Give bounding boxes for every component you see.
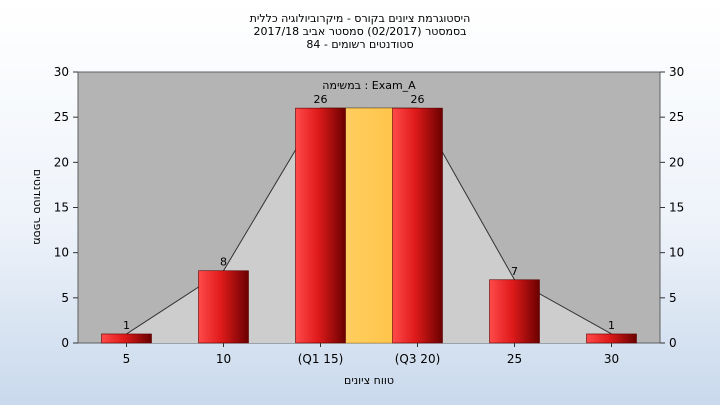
y-tick-label-right: 10 [669,246,684,260]
x-axis: 5 10 (Q1 15) (Q3 20) 25 30 [123,343,619,366]
y-tick-label: 30 [54,65,69,79]
data-label: 7 [511,265,518,278]
data-label-layer: 1 8 26 26 7 1 [123,93,615,332]
y-tick-label-right: 15 [669,201,684,215]
x-tick-label: (Q3 20) [395,352,441,366]
y-tick-label: 20 [54,155,69,169]
bar [198,270,249,344]
annotation-label: במשימה : Exam_A [322,79,416,92]
data-label: 26 [411,93,425,106]
y-axis-label: מספר סטודנטים [31,169,44,245]
chart-title-line-1: היסטוגרמת ציונים בקורס - מיקרוביולוגיה כ… [250,12,471,25]
data-label: 1 [123,319,130,332]
y-tick-label: 5 [61,291,69,305]
y-tick-label: 0 [61,336,69,350]
bar-layer [101,107,637,344]
x-tick-label: 30 [604,352,619,366]
bar [295,107,346,344]
x-tick-label: 5 [123,352,131,366]
chart-title: היסטוגרמת ציונים בקורס - מיקרוביולוגיה כ… [250,12,471,51]
data-label: 8 [220,256,227,269]
data-label: 1 [608,319,615,332]
x-tick-label: (Q1 15) [298,352,344,366]
chart-title-line-3: סטודנטים רשומים - 84 [306,38,413,51]
x-tick-label: 25 [507,352,522,366]
y-tick-label-right: 30 [669,65,684,79]
y-tick-label: 15 [54,201,69,215]
y-tick-label-right: 5 [669,291,677,305]
y-tick-label: 10 [54,246,69,260]
y-tick-label: 25 [54,110,69,124]
x-axis-label: טווח ציונים [344,374,394,387]
y-tick-label-right: 25 [669,110,684,124]
bar [586,333,637,344]
bar [101,333,152,344]
chart-title-line-2: בסמסטר (02/2017) סמסטר אביב 2017/18 [253,25,466,38]
data-label: 26 [314,93,328,106]
bar [489,279,540,344]
y-axis-right: 0 5 10 15 20 25 30 [660,65,684,350]
y-tick-label-right: 20 [669,155,684,169]
x-tick-label: 10 [216,352,231,366]
y-tick-label-right: 0 [669,336,677,350]
y-axis-left: 0 5 10 15 20 25 30 [54,65,78,350]
bar [392,107,443,344]
